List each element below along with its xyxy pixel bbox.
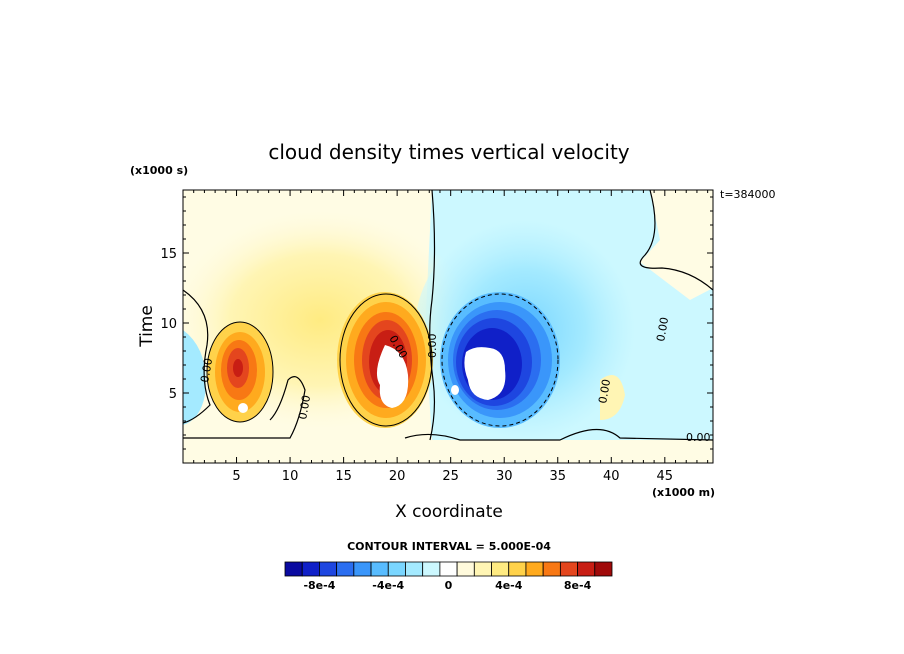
x-tick-label: 5 — [232, 469, 240, 484]
colorbar-swatch — [387, 561, 406, 577]
cell-outline-contours — [206, 293, 559, 427]
colorbar-swatch — [336, 561, 355, 577]
x-tick-label: 25 — [442, 469, 459, 484]
colorbar-swatch — [559, 561, 578, 577]
colorbar-swatch — [301, 561, 320, 577]
contour-label: 0.00 — [686, 431, 711, 444]
x-tick-label: 40 — [603, 469, 620, 484]
colorbar-swatch — [370, 561, 389, 577]
negative-cell — [440, 292, 560, 428]
colorbar-tick-label: 0 — [445, 579, 453, 592]
contour-label: 0.00 — [596, 378, 613, 404]
y-axis-label: Time — [137, 305, 157, 348]
y-tick-label: 5 — [169, 387, 177, 402]
positive-cell-center — [337, 292, 433, 428]
x-ticks: 5 10 15 20 25 30 35 40 45 — [193, 190, 709, 484]
y-tick-label: 10 — [160, 317, 177, 332]
colorbar-tick-label: -4e-4 — [372, 579, 404, 592]
contour-label: 0.00 — [654, 316, 671, 342]
contour-label: 0.00 — [296, 394, 313, 420]
right-positive-edge — [600, 375, 625, 420]
lower-band — [183, 440, 713, 463]
x-tick-label: 20 — [389, 469, 406, 484]
colorbar — [284, 561, 613, 577]
colorbar-swatch — [284, 561, 303, 577]
colorbar-swatch — [439, 561, 458, 577]
colorbar-swatch — [353, 561, 372, 577]
contour-label: 0.00 — [198, 357, 215, 383]
left-negative-edge — [183, 330, 206, 425]
colorbar-swatch — [594, 561, 613, 577]
x-tick-label: 30 — [496, 469, 513, 484]
y-tick-label: 15 — [160, 247, 177, 262]
x-tick-label: 35 — [549, 469, 566, 484]
x-tick-label: 10 — [282, 469, 299, 484]
colorbar-labels: -8e-4 -4e-4 0 4e-4 8e-4 — [303, 579, 591, 592]
colorbar-swatch — [508, 561, 527, 577]
colorbar-swatch — [525, 561, 544, 577]
x-units-label: (x1000 m) — [652, 486, 715, 499]
chart-title: cloud density times vertical velocity — [268, 140, 629, 164]
colorbar-swatch — [577, 561, 596, 577]
colorbar-tick-label: -8e-4 — [303, 579, 335, 592]
zero-contours — [183, 190, 713, 441]
y-ticks: 5 10 15 — [160, 196, 713, 450]
colorbar-swatch — [405, 561, 424, 577]
contour-interval-text: CONTOUR INTERVAL = 5.000E-04 — [347, 540, 551, 553]
colorbar-tick-label: 8e-4 — [564, 579, 592, 592]
colorbar-tick-label: 4e-4 — [495, 579, 523, 592]
colorbar-swatch — [456, 561, 475, 577]
positive-cell-left — [207, 322, 273, 422]
plot-frame — [182, 189, 714, 464]
colorbar-swatch — [319, 561, 338, 577]
x-axis-label: X coordinate — [395, 502, 503, 522]
time-stamp-label: t=384000 — [720, 188, 776, 201]
colorbar-swatch — [491, 561, 510, 577]
colorbar-swatch — [422, 561, 441, 577]
x-tick-label: 15 — [335, 469, 352, 484]
contour-label: 0.00 — [426, 334, 439, 359]
y-units-label: (x1000 s) — [130, 164, 188, 177]
plot-area — [183, 190, 713, 463]
colorbar-swatch — [542, 561, 561, 577]
x-tick-label: 45 — [657, 469, 674, 484]
colorbar-swatch — [473, 561, 492, 577]
